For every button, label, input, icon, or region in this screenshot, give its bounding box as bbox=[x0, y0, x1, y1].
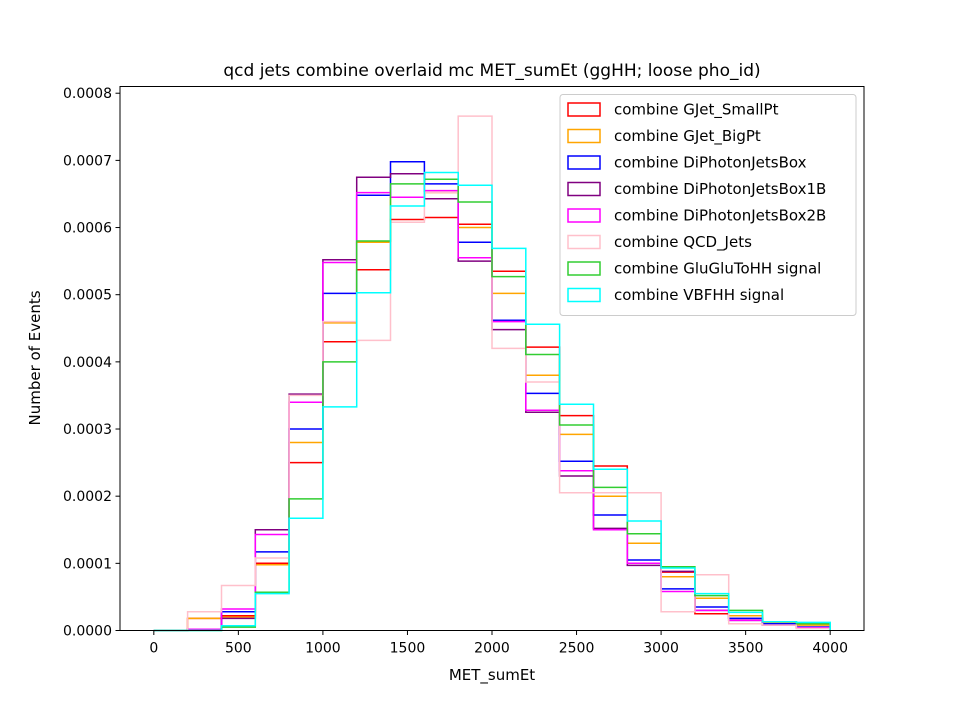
chart-title: qcd jets combine overlaid mc MET_sumEt (… bbox=[223, 61, 760, 81]
y-tick-label: 0.0006 bbox=[63, 221, 112, 237]
series-layer bbox=[153, 115, 831, 632]
legend-box bbox=[559, 94, 857, 316]
legend-swatch bbox=[567, 261, 601, 276]
legend-label: combine GluGluToHH signal bbox=[614, 260, 821, 278]
legend-label: combine VBFHH signal bbox=[614, 286, 784, 304]
x-axis: 0 500 1000 1500 2000 2500 3000 3500 4000 bbox=[149, 630, 848, 657]
legend-label: combine DiPhotonJetsBox1B bbox=[614, 180, 826, 198]
x-tick-label: 3000 bbox=[643, 641, 679, 657]
histogram-series-7 bbox=[153, 171, 831, 632]
legend-swatch bbox=[567, 234, 601, 250]
x-tick-label: 4000 bbox=[812, 641, 848, 657]
x-tick-label: 500 bbox=[225, 641, 252, 657]
y-axis: 0.0000 0.0001 0.0002 0.0003 0.0004 0.0005 0.00… bbox=[63, 86, 120, 640]
legend-swatch bbox=[567, 128, 601, 144]
x-tick-label: 1500 bbox=[390, 641, 426, 657]
x-tick-label: 2500 bbox=[559, 641, 595, 657]
y-tick-label: 0.0001 bbox=[63, 556, 112, 572]
y-axis-label: Number of Events bbox=[26, 290, 44, 425]
x-tick-label: 1000 bbox=[305, 641, 341, 657]
y-tick-label: 0.0005 bbox=[63, 288, 112, 304]
x-tick-label: 0 bbox=[149, 641, 158, 657]
y-tick-label: 0.0008 bbox=[63, 86, 112, 102]
legend-label: combine GJet_SmallPt bbox=[614, 101, 779, 120]
x-tick-label: 2000 bbox=[474, 641, 510, 657]
legend-swatch bbox=[567, 181, 601, 197]
y-tick-label: 0.0007 bbox=[63, 153, 112, 169]
y-tick-label: 0.0004 bbox=[63, 355, 112, 371]
legend-label: combine GJet_BigPt bbox=[614, 127, 761, 146]
legend-swatch bbox=[567, 155, 601, 170]
x-tick-label: 3500 bbox=[728, 641, 764, 657]
y-tick-label: 0.0003 bbox=[63, 422, 112, 438]
y-tick-label: 0.0000 bbox=[63, 624, 112, 640]
x-axis-label: MET_sumEt bbox=[449, 666, 535, 685]
legend-swatch bbox=[567, 208, 601, 223]
legend-swatch bbox=[567, 287, 601, 303]
legend-label: combine DiPhotonJetsBox2B bbox=[614, 207, 826, 225]
legend-label: combine QCD_Jets bbox=[614, 233, 752, 252]
y-tick-label: 0.0002 bbox=[63, 489, 112, 505]
legend-label: combine DiPhotonJetsBox bbox=[614, 154, 807, 172]
legend-swatch bbox=[567, 102, 601, 117]
